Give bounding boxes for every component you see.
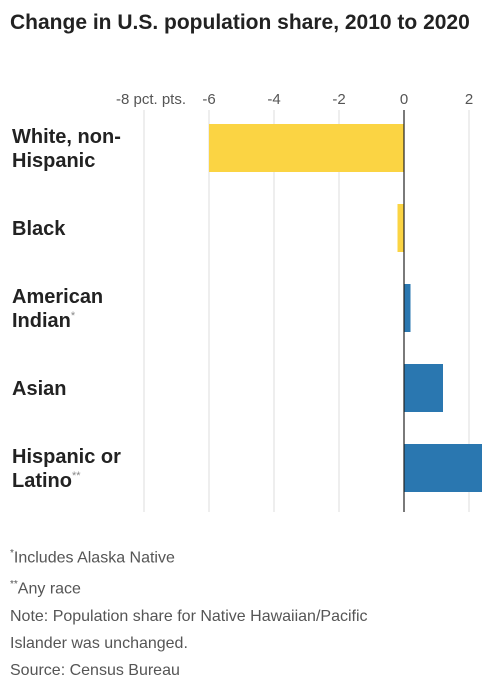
bar xyxy=(397,204,404,252)
footnotes: *Includes Alaska Native **Any race Note:… xyxy=(10,540,480,684)
source-note: Source: Census Bureau xyxy=(10,661,180,679)
note-line-2: Islander was unchanged. xyxy=(10,634,188,652)
category-label: Hispanic xyxy=(12,150,95,172)
bars xyxy=(209,124,482,492)
tick-label: 2 xyxy=(465,91,473,108)
tick-label: -2 xyxy=(332,91,345,108)
bar xyxy=(404,364,443,412)
footnote-mark: * xyxy=(10,548,14,559)
note-line-1: Note: Population share for Native Hawaii… xyxy=(10,607,368,625)
tick-label: -6 xyxy=(202,91,215,108)
category-label: Latino** xyxy=(12,470,81,492)
bar-chart: -8 pct. pts. -6 -4 -2 0 2 White, non-Hispanic… xyxy=(12,91,482,512)
chart-title: Change in U.S. population share, 2010 to… xyxy=(10,11,470,34)
category-label: Hispanic or xyxy=(12,446,121,468)
gridlines xyxy=(143,110,470,512)
footnote-mark: ** xyxy=(10,579,18,591)
bar xyxy=(209,124,404,172)
tick-label: -4 xyxy=(267,91,280,108)
footnote-marker: ** xyxy=(72,470,81,482)
footnote-any-race: **Any race xyxy=(10,571,480,602)
tick-label: -8 pct. pts. xyxy=(116,91,186,108)
category-label: Black xyxy=(12,218,66,240)
category-label: Indian* xyxy=(12,310,76,332)
tick-labels: -8 pct. pts. -6 -4 -2 0 2 xyxy=(116,91,473,108)
category-label: American xyxy=(12,286,103,308)
footnote-marker: * xyxy=(71,310,76,322)
category-label: Asian xyxy=(12,378,66,400)
footnote-alaska: *Includes Alaska Native xyxy=(10,540,480,571)
footnote-text: Includes Alaska Native xyxy=(13,549,175,567)
category-label: White, non- xyxy=(12,126,121,148)
bar xyxy=(404,284,411,332)
footnote-text: Any race xyxy=(17,580,81,598)
bar xyxy=(404,444,482,492)
tick-label: 0 xyxy=(400,91,408,108)
